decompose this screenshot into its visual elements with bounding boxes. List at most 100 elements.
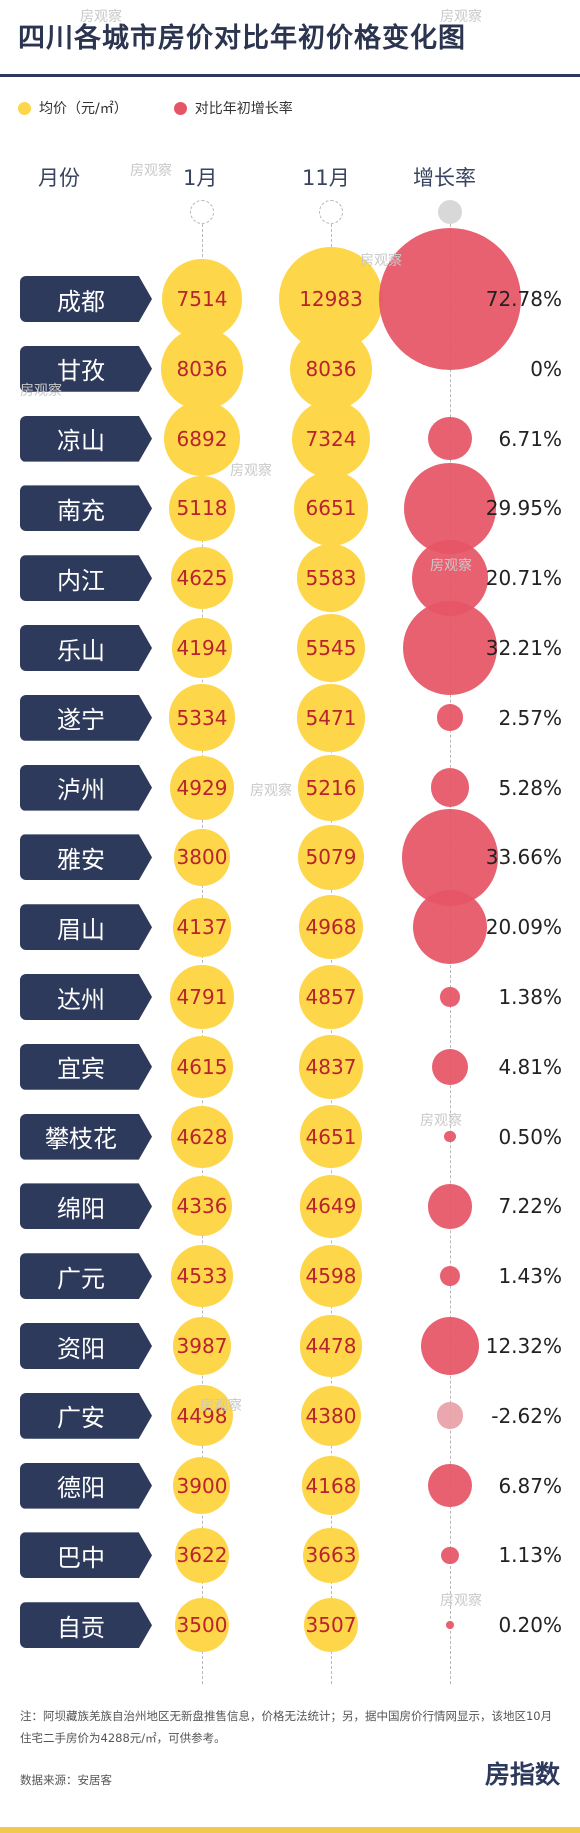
growth-rate-value: 1.38% [498,985,562,1009]
nov-price-value: 4857 [305,985,357,1009]
growth-rate-value: 12.32% [485,1334,562,1358]
nov-price-value: 4837 [305,1054,357,1079]
city-label: 自贡 [20,1602,152,1649]
growth-bubble [436,1402,464,1430]
growth-rate-value: 1.13% [498,1543,562,1568]
jan-price-value: 5334 [176,705,228,730]
jan-price-bubble [170,965,234,1029]
legend-item-growth: 对比年初增长率 [173,98,293,118]
nov-price-value: 5471 [305,705,357,730]
nov-price-value: 4968 [305,915,357,940]
jan-price-value: 3500 [176,1613,228,1638]
legend-item-price: 均价（元/㎡） [18,98,128,118]
nov-price-bubble [298,754,364,821]
jan-price-bubble [172,897,232,957]
growth-bubble [430,768,470,807]
nov-price-bubble [291,399,371,478]
jan-price-value: 3800 [176,845,228,870]
growth-bubble [428,417,472,461]
growth-bubble [441,1546,459,1565]
city-label: 南充 [20,485,152,532]
city-label: 眉山 [20,904,152,951]
jan-price-bubble [170,547,234,610]
city-label: 内江 [20,555,152,602]
nov-price-bubble [290,327,372,410]
growth-bubble [420,1316,480,1376]
jan-price-value: 8036 [176,356,228,381]
nov-price-value: 8036 [305,356,357,381]
nov-price-bubble [298,824,364,890]
jan-price-bubble [162,259,242,339]
growth-rate-value: 2.57% [498,705,562,730]
nov-price-value: 5216 [305,775,357,800]
watermark: 房观察 [250,783,292,799]
jan-price-value: 4336 [176,1194,228,1219]
city-label: 甘孜 [20,345,152,392]
header-rate: 增长率 [413,166,476,190]
jan-price-value: 3987 [176,1334,228,1358]
legend-growth-swatch [173,101,187,115]
growth-rate-value: 7.22% [498,1194,562,1219]
jan-price-bubble [173,1457,231,1515]
watermark: 房观察 [430,558,472,574]
growth-bubble [401,809,499,906]
growth-rate-value: 6.87% [498,1473,562,1498]
nov-price-bubble [299,1105,363,1168]
jan-price-bubble [168,684,236,752]
watermark: 房观察 [440,9,482,25]
growth-bubble [440,987,460,1007]
brand-logo: 房指数 [484,1760,560,1789]
nov-price-value: 3663 [305,1543,357,1568]
growth-rate-value: -2.62% [491,1403,562,1428]
nov-price-bubble [303,1598,359,1653]
nov-price-bubble [293,471,369,546]
nov-price-value: 5545 [305,636,357,660]
jan-price-value: 4628 [176,1124,228,1149]
nov-price-value: 12983 [299,287,363,311]
growth-rate-value: 0.20% [498,1613,562,1638]
jan-price-value: 4498 [176,1403,228,1428]
legend-growth-label: 对比年初增长率 [194,101,293,117]
city-label: 攀枝花 [20,1113,152,1160]
growth-bubble [431,1048,469,1086]
growth-bubble [402,600,498,696]
growth-bubble [428,1463,472,1508]
city-label: 乐山 [20,625,152,671]
growth-rate-value: 5.28% [498,775,562,800]
jan-price-bubble [173,829,231,886]
jan-price-bubble [164,400,240,477]
city-label: 遂宁 [20,694,152,741]
growth-rate-value: 72.78% [485,287,562,311]
city-label: 达州 [20,974,152,1020]
header-city: 月份 [38,166,80,190]
footnote: 注：阿坝藏族羌族自治州地区无新盘推售信息，价格无法统计；另，据中国房价行情网显示… [20,1709,553,1745]
city-label: 广元 [20,1253,152,1300]
growth-rate-value: 0.50% [498,1124,562,1149]
jan-price-value: 4625 [176,566,228,591]
jan-price-bubble [170,1105,234,1168]
jan-price-value: 6892 [176,426,228,451]
city-label: 德阳 [20,1462,152,1509]
nov-axis-top-marker [319,200,343,224]
jan-price-value: 5118 [176,496,228,521]
growth-rate-value: 6.71% [498,426,562,451]
jan-price-value: 4929 [176,775,228,800]
nov-price-value: 5583 [305,566,357,591]
growth-rate-value: 0% [530,356,562,381]
header-nov: 11月 [302,166,350,190]
jan-price-bubble [161,327,243,410]
page-title: 四川各城市房价对比年初价格变化图 [18,23,466,54]
jan-price-value: 3622 [176,1543,228,1568]
city-label: 资阳 [20,1323,152,1369]
growth-bubble [379,228,521,370]
jan-price-value: 4615 [176,1054,228,1079]
growth-rate-value: 29.95% [485,496,562,521]
nov-price-value: 4651 [305,1124,357,1149]
nov-price-value: 4478 [305,1334,357,1358]
nov-price-bubble [298,895,364,960]
nov-price-bubble [300,1385,362,1446]
watermark: 房观察 [80,9,122,25]
jan-price-bubble [173,1317,231,1375]
nov-price-bubble [299,965,363,1029]
city-label: 绵阳 [20,1183,152,1230]
